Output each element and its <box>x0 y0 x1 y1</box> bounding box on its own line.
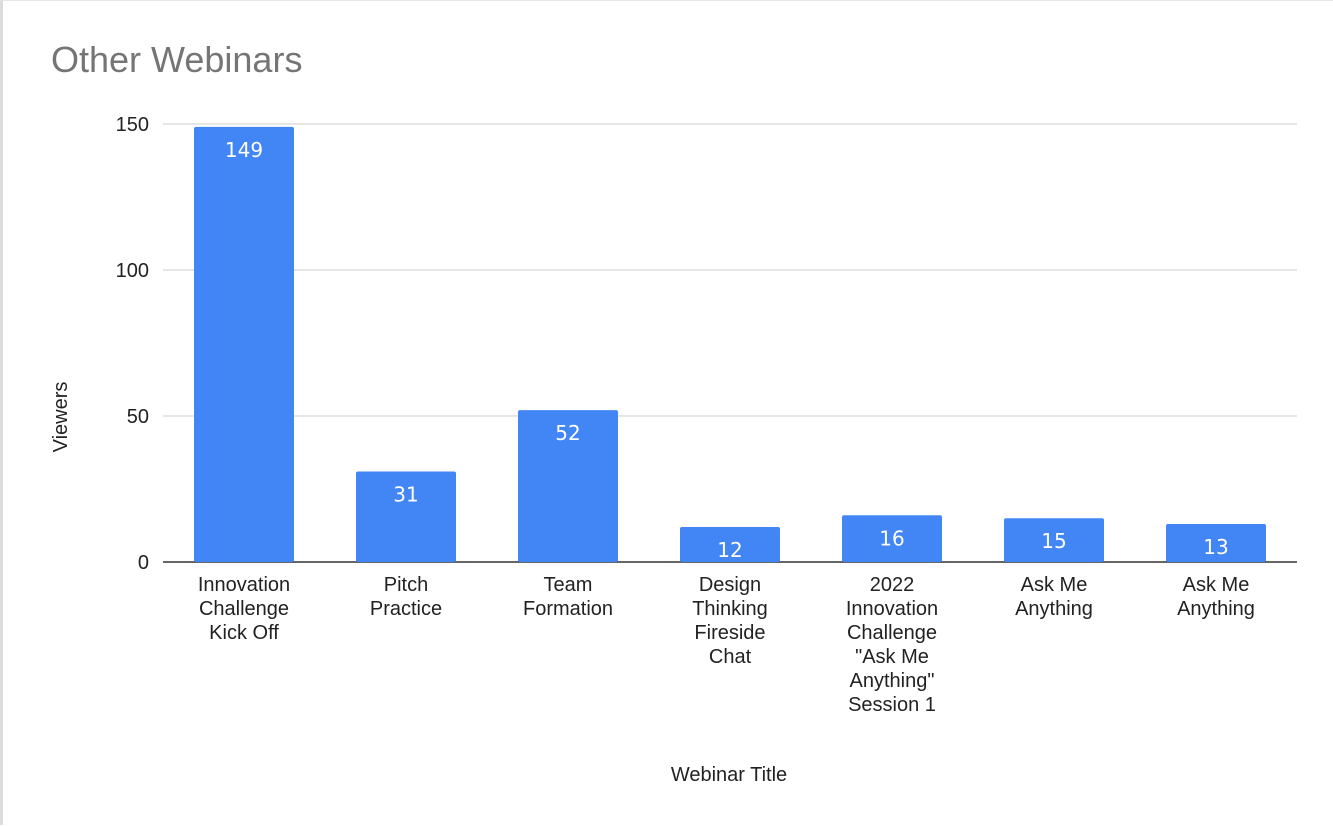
x-category-label: 2022 Innovation Challenge "Ask Me Anything" S… <box>846 574 938 716</box>
bar-data-label: 149 <box>225 138 263 162</box>
y-tick-label: 0 <box>138 552 149 574</box>
bar-chart: 149 31 52 12 16 15 13 0 50 100 150 Innovation Chal… <box>50 114 1297 786</box>
x-category-label: Team Formation <box>523 574 613 620</box>
bar <box>842 515 942 562</box>
bar <box>194 126 294 563</box>
x-axis-title: Webinar Title <box>671 764 787 786</box>
bar <box>518 410 618 562</box>
chart-title: Other Webinars <box>51 39 303 80</box>
bar <box>1004 518 1104 562</box>
bar <box>1166 524 1266 562</box>
bar-data-label: 31 <box>393 482 418 506</box>
x-axis-categories: Innovation Challenge Kick Off Pitch Practice… <box>198 574 1255 716</box>
bars <box>194 126 1266 563</box>
bar-data-label: 15 <box>1041 529 1066 553</box>
bar-data-label: 12 <box>717 538 742 562</box>
y-tick-label: 50 <box>127 406 149 428</box>
bar <box>680 526 780 562</box>
bar <box>356 471 456 562</box>
bar-data-label: 13 <box>1203 535 1228 559</box>
y-tick-label: 100 <box>116 260 149 282</box>
data-labels: 149 31 52 12 16 15 13 <box>225 138 1229 562</box>
y-axis-ticks: 0 50 100 150 <box>116 114 149 574</box>
gridlines <box>163 123 1297 563</box>
x-category-label: Ask Me Anything <box>1015 574 1093 620</box>
x-category-label: Innovation Challenge Kick Off <box>198 574 290 644</box>
bar-data-label: 52 <box>555 421 580 445</box>
x-category-label: Pitch Practice <box>370 574 442 620</box>
y-axis-title: Viewers <box>50 382 72 453</box>
bar-data-label: 16 <box>879 526 904 550</box>
x-category-label: Design Thinking Fireside Chat <box>692 574 768 668</box>
x-category-label: Ask Me Anything <box>1177 574 1255 620</box>
y-tick-label: 150 <box>116 114 149 136</box>
